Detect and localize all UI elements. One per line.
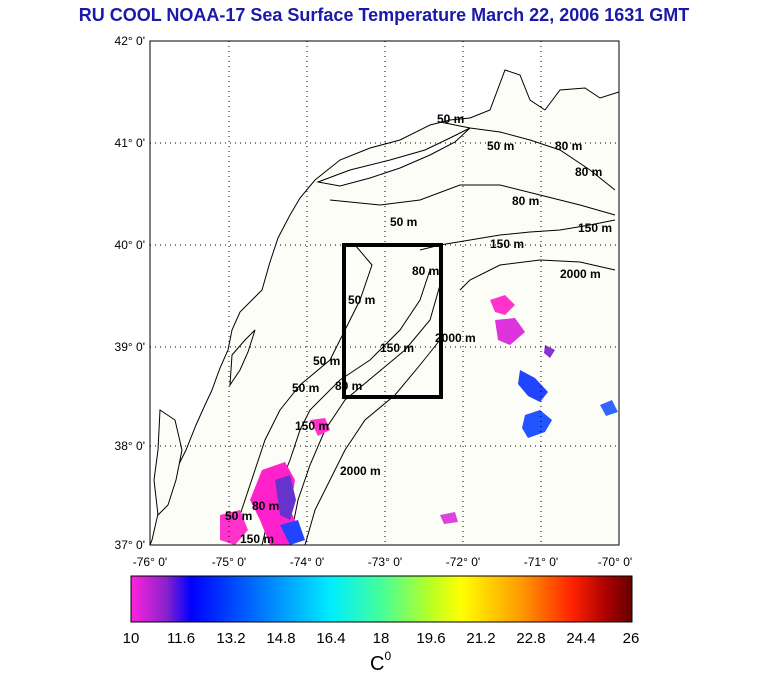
contour-label: 80 m: [575, 165, 602, 179]
colorbar-tick-label: 13.2: [216, 630, 245, 647]
long-island: [316, 127, 471, 187]
contour-label: 2000 m: [435, 331, 476, 345]
colorbar-tick-label: 21.2: [466, 630, 495, 647]
contour-labels: 50 m 50 m 80 m 80 m 80 m 50 m 150 m 150 …: [225, 112, 612, 546]
lon-tick-label: -73° 0': [368, 555, 402, 569]
contour-label: 150 m: [578, 221, 612, 235]
lat-tick-label: 39° 0': [115, 340, 145, 354]
contour-label: 50 m: [225, 509, 252, 523]
lon-tick-label: -72° 0': [446, 555, 480, 569]
map-gridlines: [150, 41, 619, 545]
bay-outline: [229, 329, 256, 387]
lon-tick-label: -75° 0': [212, 555, 246, 569]
contour-label: 80 m: [555, 139, 582, 153]
contour-label: 150 m: [380, 341, 414, 355]
colorbar-tick-label: 22.8: [516, 630, 545, 647]
contour-label: 80 m: [412, 264, 439, 278]
lat-tick-label: 40° 0': [115, 238, 145, 252]
lon-tick-label: -76° 0': [133, 555, 167, 569]
map-frame: [149, 40, 620, 546]
unit-superscript: 0: [384, 649, 391, 663]
colorbar-unit: C0: [370, 649, 391, 675]
contour-label: 2000 m: [560, 267, 601, 281]
land-mass: [150, 41, 619, 545]
lat-tick-label: 42° 0': [115, 34, 145, 48]
colorbar-tick-label: 26: [623, 630, 640, 647]
colorbar-tick-label: 24.4: [566, 630, 595, 647]
colorbar-tick-label: 11.6: [167, 630, 195, 647]
contour-label: 50 m: [390, 215, 417, 229]
lat-tick-label: 41° 0': [115, 136, 145, 150]
contour-label: 50 m: [313, 354, 340, 368]
contour-label: 50 m: [487, 139, 514, 153]
longitude-axis: -76° 0' -75° 0' -74° 0' -73° 0' -72° 0' …: [133, 555, 632, 569]
contour-label: 50 m: [292, 381, 319, 395]
lon-tick-label: -71° 0': [524, 555, 558, 569]
colorbar-tick-label: 16.4: [316, 630, 345, 647]
lon-tick-label: -70° 0': [598, 555, 632, 569]
contour-label: 50 m: [348, 293, 375, 307]
map-title: RU COOL NOAA-17 Sea Surface Temperature …: [78, 5, 690, 25]
sst-data-patches: [220, 295, 618, 545]
contour-label: 80 m: [252, 499, 279, 513]
contour-label: 150 m: [490, 237, 524, 251]
contour-label: 80 m: [512, 194, 539, 208]
colorbar-ticks: 10 11.6 13.2 14.8 16.4 18 19.6 21.2 22.8…: [123, 630, 640, 647]
contour-label: 50 m: [437, 112, 464, 126]
unit-base: C: [370, 653, 384, 675]
colorbar-tick-label: 10: [123, 630, 140, 647]
lat-tick-label: 38° 0': [115, 439, 145, 453]
colorbar-tick-label: 18: [373, 630, 390, 647]
chesapeake-outline: [153, 409, 183, 517]
colorbar: [130, 575, 633, 623]
latitude-axis: 42° 0' 41° 0' 40° 0' 39° 0' 38° 0' 37° 0…: [115, 34, 145, 552]
colorbar-tick-label: 19.6: [416, 630, 445, 647]
contour-label: 150 m: [295, 419, 329, 433]
contour-label: 150 m: [240, 532, 274, 546]
contour-label: 80 m: [335, 379, 362, 393]
colorbar-tick-label: 14.8: [266, 630, 295, 647]
lon-tick-label: -74° 0': [290, 555, 324, 569]
contour-label: 2000 m: [340, 464, 381, 478]
study-area-box: [342, 243, 443, 399]
lat-tick-label: 37° 0': [115, 538, 145, 552]
